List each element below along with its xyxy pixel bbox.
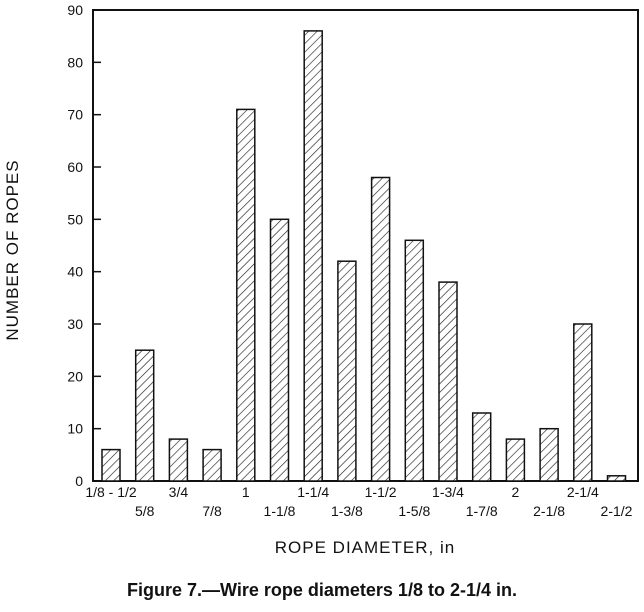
bar — [101, 448, 121, 482]
y-tick-label: 80 — [67, 54, 83, 70]
x-tick-label: 2 — [512, 484, 520, 500]
bar — [404, 239, 425, 482]
y-tick-label: 50 — [67, 211, 83, 227]
y-axis: 0 10 20 30 40 50 60 70 80 90 — [67, 2, 101, 489]
x-tick-label: 1-1/2 — [365, 484, 397, 500]
bar — [168, 438, 189, 482]
bar — [303, 30, 323, 482]
x-tick-label: 5/8 — [135, 503, 155, 519]
y-tick-label: 0 — [75, 473, 83, 489]
y-tick-label: 10 — [67, 421, 83, 437]
x-tick-label: 1-5/8 — [398, 503, 430, 519]
bar — [505, 438, 526, 482]
x-tick-label: 7/8 — [202, 503, 222, 519]
bar — [134, 349, 155, 482]
y-tick-label: 20 — [67, 368, 83, 384]
y-tick-label: 40 — [67, 264, 83, 280]
x-tick-label: 2-1/2 — [601, 503, 633, 519]
x-tick-label: 1-1/8 — [264, 503, 296, 519]
y-tick-label: 90 — [67, 2, 83, 18]
plot-frame — [92, 9, 639, 482]
bar — [236, 108, 256, 482]
x-tick-label: 1/8 - 1/2 — [85, 484, 137, 500]
x-axis-label: ROPE DIAMETER, in — [275, 538, 455, 557]
x-tick-label: 1-3/8 — [331, 503, 363, 519]
bar — [471, 412, 492, 482]
x-axis: 1/8 - 1/25/83/47/811-1/81-1/41-3/81-1/21… — [85, 484, 632, 519]
bar — [573, 323, 593, 482]
bar — [202, 448, 222, 482]
x-tick-label: 2-1/4 — [567, 484, 599, 500]
x-tick-label: 1-7/8 — [466, 503, 498, 519]
y-tick-label: 30 — [67, 316, 83, 332]
x-tick-label: 1-1/4 — [297, 484, 329, 500]
y-tick-label: 60 — [67, 159, 83, 175]
bars — [101, 30, 627, 482]
y-axis-label: NUMBER OF ROPES — [3, 159, 22, 340]
x-tick-label: 2-1/8 — [533, 503, 565, 519]
x-tick-label: 1 — [242, 484, 250, 500]
figure-caption: Figure 7.—Wire rope diameters 1/8 to 2-1… — [127, 580, 517, 600]
y-tick-label: 70 — [67, 107, 83, 123]
bar — [269, 218, 290, 482]
x-tick-label: 3/4 — [169, 484, 189, 500]
bar — [337, 260, 357, 482]
bar — [370, 176, 391, 482]
x-tick-label: 1-3/4 — [432, 484, 464, 500]
bar — [539, 427, 559, 482]
bar — [606, 475, 627, 482]
bar — [438, 281, 458, 482]
